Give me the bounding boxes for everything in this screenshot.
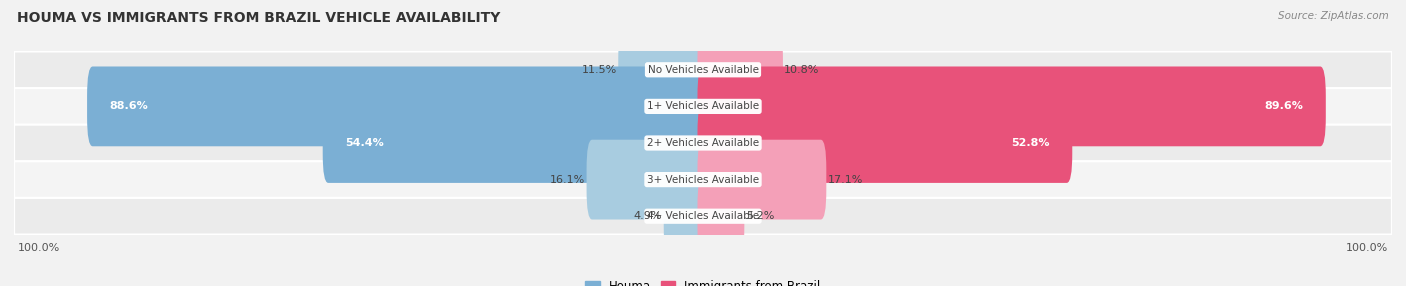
FancyBboxPatch shape — [586, 140, 709, 220]
FancyBboxPatch shape — [323, 103, 709, 183]
FancyBboxPatch shape — [697, 140, 827, 220]
FancyBboxPatch shape — [619, 30, 709, 110]
Text: Source: ZipAtlas.com: Source: ZipAtlas.com — [1278, 11, 1389, 21]
Text: 10.8%: 10.8% — [785, 65, 820, 75]
Text: 1+ Vehicles Available: 1+ Vehicles Available — [647, 102, 759, 111]
Text: 100.0%: 100.0% — [17, 243, 59, 253]
Text: 52.8%: 52.8% — [1011, 138, 1049, 148]
FancyBboxPatch shape — [87, 66, 709, 146]
Legend: Houma, Immigrants from Brazil: Houma, Immigrants from Brazil — [581, 276, 825, 286]
FancyBboxPatch shape — [14, 51, 1392, 88]
Text: 11.5%: 11.5% — [582, 65, 617, 75]
Text: 100.0%: 100.0% — [1347, 243, 1389, 253]
FancyBboxPatch shape — [664, 176, 709, 256]
Text: 5.2%: 5.2% — [745, 211, 775, 221]
Text: HOUMA VS IMMIGRANTS FROM BRAZIL VEHICLE AVAILABILITY: HOUMA VS IMMIGRANTS FROM BRAZIL VEHICLE … — [17, 11, 501, 25]
FancyBboxPatch shape — [697, 103, 1073, 183]
Text: 16.1%: 16.1% — [550, 175, 585, 184]
Text: 17.1%: 17.1% — [828, 175, 863, 184]
Text: 4+ Vehicles Available: 4+ Vehicles Available — [647, 211, 759, 221]
Text: 88.6%: 88.6% — [110, 102, 149, 111]
Text: 2+ Vehicles Available: 2+ Vehicles Available — [647, 138, 759, 148]
FancyBboxPatch shape — [697, 66, 1326, 146]
Text: 89.6%: 89.6% — [1264, 102, 1303, 111]
FancyBboxPatch shape — [697, 30, 783, 110]
Text: 3+ Vehicles Available: 3+ Vehicles Available — [647, 175, 759, 184]
FancyBboxPatch shape — [14, 198, 1392, 235]
FancyBboxPatch shape — [14, 88, 1392, 125]
FancyBboxPatch shape — [14, 125, 1392, 161]
Text: No Vehicles Available: No Vehicles Available — [648, 65, 758, 75]
FancyBboxPatch shape — [14, 161, 1392, 198]
FancyBboxPatch shape — [697, 176, 744, 256]
Text: 54.4%: 54.4% — [346, 138, 384, 148]
Text: 4.9%: 4.9% — [634, 211, 662, 221]
